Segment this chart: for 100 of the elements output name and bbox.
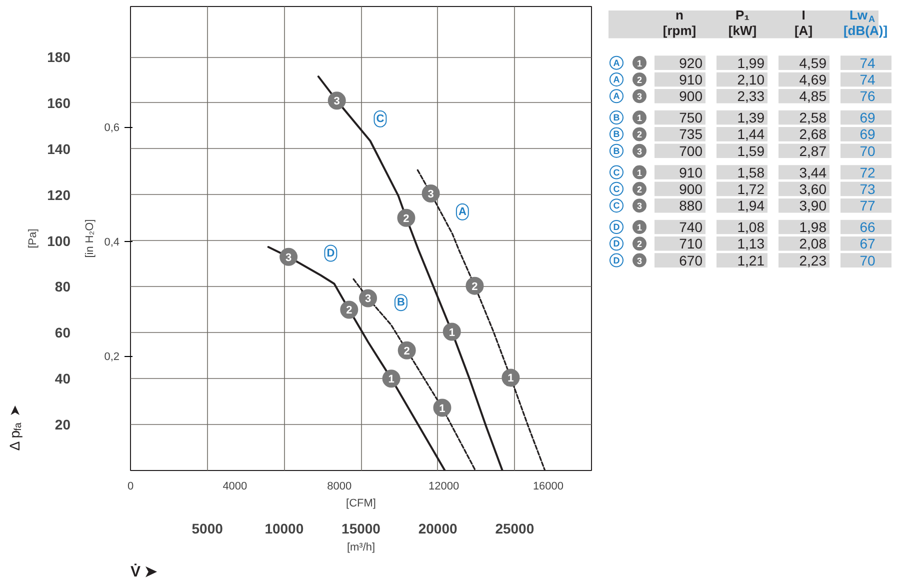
y-tick-label: 20 [54,416,71,433]
y-tick-label: 120 [47,186,71,203]
x2-tick-label: 4000 [222,480,248,492]
y2-axis-title: [in H₂O] [84,219,96,258]
text: 1,13 [737,236,764,252]
x2-tick-label: 0 [127,480,134,492]
text: 740 [679,219,702,235]
y-tick-label: 160 [47,94,71,111]
x-axis-title: [m³/h] [346,542,376,554]
y2-tick-label: 0,6 [104,122,120,134]
text: 1,98 [799,219,826,235]
text: 66 [860,219,876,235]
text: 1,94 [737,198,764,214]
text: 4,69 [799,71,826,88]
text: 1,58 [737,164,764,180]
x-tick-label: 5000 [192,520,224,536]
annotation: 2 [403,212,410,225]
text: 76 [860,88,876,104]
text: 900 [679,180,702,197]
category-label: B 2 [613,129,642,140]
annotation: 3 [334,96,340,108]
text: 69 [860,126,876,142]
text: 69 [860,110,876,126]
y-axis-title: [Pa] [27,228,40,248]
series-label: A [458,206,466,218]
text: 920 [679,54,702,71]
text: 77 [860,198,876,214]
y-tick-label: 60 [54,324,71,341]
text: 900 [679,88,702,104]
text: 910 [679,71,702,88]
series-label: B [396,296,405,309]
category-label: C 1 [613,167,642,178]
text: 1,08 [737,219,764,235]
x-tick-label: 20000 [418,520,458,536]
category-label: A 1 [613,58,642,68]
category-label: C 3 [613,200,642,212]
text: 2,08 [799,236,826,252]
text: 880 [679,198,702,214]
text: 74 [860,71,876,88]
series-label: C [376,112,384,125]
text: 72 [860,164,876,180]
category-label: B 1 [613,112,642,124]
text: 910 [679,164,702,180]
y-tick-label: 40 [54,370,71,387]
category-label: B 3 [613,146,642,156]
series-label: D [326,247,335,260]
annotation: 2 [472,280,478,293]
text: 2,33 [737,88,764,104]
text: 4,85 [799,88,826,104]
y2-tick-label: 0,2 [104,351,120,364]
category-label: A 3 [613,91,642,102]
text: 700 [679,142,702,159]
annotation: 1 [508,372,514,385]
y-tick-label: 100 [47,232,71,249]
annotation: 3 [286,252,292,264]
text: 2,10 [737,71,764,88]
x2-tick-label: 16000 [532,480,564,492]
category-label: D 1 [613,222,642,232]
text: 2,68 [799,126,826,142]
text: 70 [860,142,876,159]
text: 1,44 [737,126,764,142]
text: 3,44 [799,164,826,180]
text: 2,58 [799,110,826,126]
text: 73 [860,180,876,197]
x2-tick-label: 12000 [428,480,460,492]
category-label: D 3 [613,255,642,266]
y2-tick-label: 0,4 [104,236,120,249]
text: V̇ ➤ [130,563,158,580]
category-label: D 2 [613,238,642,250]
annotation: 2 [404,345,410,358]
text: 670 [679,252,702,268]
category-label: P₁ [kW] [728,7,757,38]
text: 1,72 [737,180,764,197]
category-label: C 2 [613,184,642,194]
text: 3,90 [799,198,826,214]
category-label: n [rpm] [662,7,696,38]
text: 1,21 [737,252,764,268]
text: 2,87 [799,142,826,159]
text: 750 [679,110,702,126]
text: 1,39 [737,110,764,126]
annotation: 1 [388,374,394,386]
x-tick-label: 10000 [264,520,304,536]
y-tick-label: 180 [47,49,71,66]
x2-tick-label: 8000 [327,480,352,492]
text: 2,23 [799,252,826,268]
annotation: 3 [428,188,434,200]
annotation: 3 [364,293,372,306]
text: 1,59 [737,142,764,159]
x-tick-label: 25000 [495,520,534,536]
text: 710 [679,236,702,252]
text: 735 [679,126,702,142]
annotation: 1 [448,326,455,339]
text: 4,59 [799,54,826,71]
y-tick-label: 80 [54,278,71,295]
x2-axis-title: [CFM] [346,498,376,510]
x-tick-label: 15000 [342,520,381,536]
text: 67 [860,236,876,252]
y-tick-label: 140 [47,140,71,157]
text: 3,60 [799,180,826,197]
category-label: A 2 [613,74,642,85]
